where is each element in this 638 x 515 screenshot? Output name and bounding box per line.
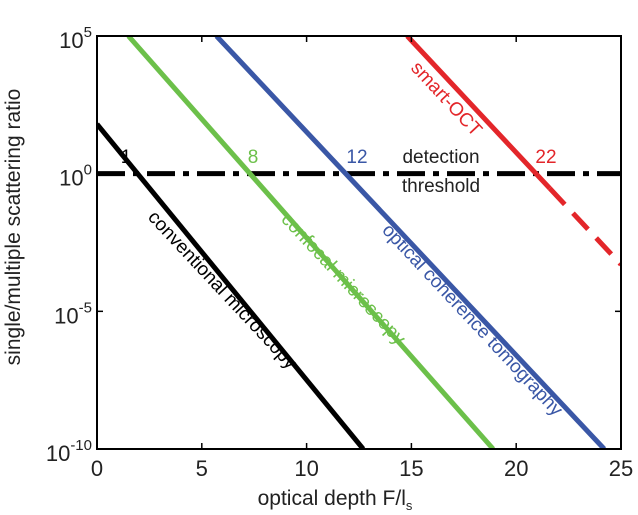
y-tick-exponent: -10 bbox=[70, 437, 92, 454]
x-tick-label: 5 bbox=[196, 456, 208, 481]
y-tick-base: 10 bbox=[54, 303, 78, 328]
confocal-microscopy-threshold-value: 8 bbox=[248, 147, 259, 168]
plot-clipped-group bbox=[97, 36, 621, 449]
y-tick-label: 10-5 bbox=[54, 299, 92, 328]
plot-frame bbox=[96, 35, 622, 450]
smart-oct-dashed-line bbox=[547, 186, 621, 267]
conventional-microscopy-label: conventional microscopy bbox=[143, 207, 301, 374]
x-tick-label: 25 bbox=[609, 456, 633, 481]
y-tick-base: 10 bbox=[59, 166, 83, 191]
x-axis-label-subscript: s bbox=[406, 498, 413, 513]
y-tick-base: 10 bbox=[59, 28, 83, 53]
smart-oct-line bbox=[405, 36, 552, 191]
y-tick-label: 10-10 bbox=[46, 437, 92, 466]
x-axis-label: optical depth F/ls bbox=[258, 487, 413, 513]
y-tick-base: 10 bbox=[46, 441, 70, 466]
optical-coherence-tomography-label: optical coherence tomography bbox=[378, 220, 567, 421]
y-tick-label: 105 bbox=[59, 24, 92, 53]
conventional-microscopy-threshold-value: 1 bbox=[121, 147, 132, 168]
optical-coherence-tomography-threshold-value: 12 bbox=[346, 147, 367, 168]
x-tick-label: 20 bbox=[504, 456, 528, 481]
confocal-microscopy-line bbox=[126, 36, 496, 449]
x-tick-label: 10 bbox=[294, 456, 318, 481]
y-axis-label: single/multiple scattering ratio bbox=[2, 89, 25, 366]
threshold-label-above: detection bbox=[402, 147, 479, 168]
x-axis-label-main: optical depth F/l bbox=[258, 487, 406, 510]
x-tick-label: 15 bbox=[399, 456, 423, 481]
smart-oct-label: smart-OCT bbox=[406, 58, 486, 141]
optical-coherence-tomography-line bbox=[214, 36, 607, 449]
conventional-microscopy-line bbox=[97, 122, 366, 449]
smart-oct-threshold-value: 22 bbox=[535, 147, 556, 168]
y-tick-exponent: 5 bbox=[84, 24, 92, 41]
y-tick-exponent: -5 bbox=[79, 299, 92, 316]
y-tick-exponent: 0 bbox=[84, 162, 92, 179]
threshold-label-below: threshold bbox=[402, 176, 480, 197]
y-tick-label: 100 bbox=[59, 162, 92, 191]
x-tick-label: 0 bbox=[91, 456, 103, 481]
plot-area: 1 8 12 22 detection threshold conventional mic… bbox=[97, 36, 621, 449]
